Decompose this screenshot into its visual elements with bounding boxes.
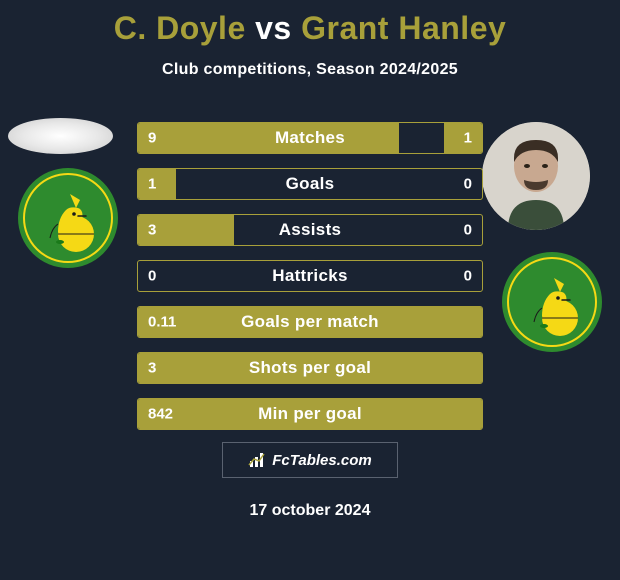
player2-club-crest bbox=[502, 252, 602, 352]
stat-label: Goals per match bbox=[138, 312, 482, 332]
subtitle: Club competitions, Season 2024/2025 bbox=[0, 61, 620, 79]
stat-label: Matches bbox=[138, 128, 482, 148]
player1-club-crest bbox=[18, 168, 118, 268]
stat-row: 00Hattricks bbox=[137, 260, 483, 292]
player1-name: C. Doyle bbox=[114, 10, 246, 46]
stat-label: Goals bbox=[138, 174, 482, 194]
comparison-title: C. Doyle vs Grant Hanley bbox=[0, 0, 620, 47]
brand-name: FcTables.com bbox=[272, 452, 371, 469]
footer-date: 17 october 2024 bbox=[0, 502, 620, 520]
stats-container: 91Matches 10Goals 30Assists 00Hattricks 0.11… bbox=[137, 122, 483, 444]
player2-name: Grant Hanley bbox=[301, 10, 506, 46]
stat-label: Shots per goal bbox=[138, 358, 482, 378]
stat-row: 3Shots per goal bbox=[137, 352, 483, 384]
stat-label: Hattricks bbox=[138, 266, 482, 286]
vs-text: vs bbox=[255, 10, 292, 46]
player1-avatar bbox=[8, 118, 113, 154]
stat-row: 0.11Goals per match bbox=[137, 306, 483, 338]
stat-row: 10Goals bbox=[137, 168, 483, 200]
stat-row: 30Assists bbox=[137, 214, 483, 246]
stat-label: Assists bbox=[138, 220, 482, 240]
brand-logo: FcTables.com bbox=[222, 442, 398, 478]
stat-row: 842Min per goal bbox=[137, 398, 483, 430]
chart-icon bbox=[248, 451, 266, 469]
stat-label: Min per goal bbox=[138, 404, 482, 424]
player2-avatar bbox=[482, 122, 590, 230]
stat-row: 91Matches bbox=[137, 122, 483, 154]
